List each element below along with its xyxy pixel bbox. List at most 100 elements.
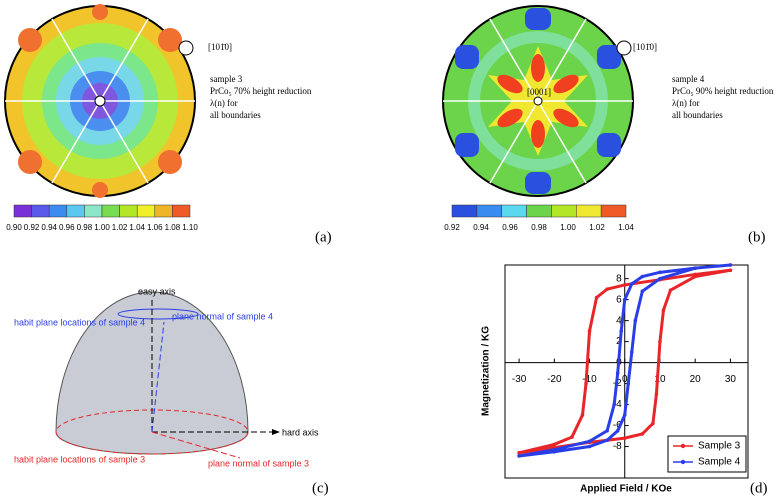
data-point — [622, 297, 627, 302]
data-point — [584, 381, 588, 386]
legend-label: Sample 3 — [698, 441, 741, 452]
data-point — [640, 289, 645, 294]
data-point — [615, 371, 620, 375]
material-label: PrCo₅ 70% height reduction — [210, 86, 312, 96]
data-point — [605, 287, 609, 291]
colorbar-swatch — [31, 204, 50, 218]
diagram-label: easy axis — [138, 286, 176, 296]
data-point — [622, 283, 627, 287]
legend-swatch — [680, 443, 686, 449]
colorbar-swatch — [451, 204, 478, 218]
pole-label: [101̄0] — [633, 42, 657, 52]
data-point — [619, 329, 624, 333]
diagram-label: plane normal of sample 3 — [208, 458, 309, 468]
data-point — [552, 442, 557, 447]
data-point — [552, 449, 557, 454]
data-point — [612, 402, 616, 407]
panel-label: (c) — [312, 480, 329, 496]
data-point — [658, 270, 662, 275]
center-label: [0001] — [527, 87, 551, 97]
data-point — [626, 381, 631, 386]
colorbar-swatch — [119, 204, 138, 218]
colorbar-label: 1.02 — [589, 223, 605, 232]
colorbar-label: 0.94 — [473, 223, 489, 232]
data-point — [728, 263, 733, 267]
colorbar-b: 0.92 0.94 0.96 0.98 1.00 1.02 1.04 — [444, 204, 634, 232]
data-point — [517, 451, 521, 455]
y-tick-label: -8 — [613, 441, 622, 452]
y-tick-label: 4 — [616, 315, 622, 326]
y-tick-label: -6 — [613, 420, 622, 431]
colorbar-label: 1.08 — [165, 223, 181, 232]
hemisphere-diagram — [55, 291, 280, 459]
panel-label: (b) — [748, 229, 766, 245]
y-tick-label: -4 — [613, 399, 622, 410]
colorbar-label: 1.10 — [182, 223, 198, 232]
colorbar-swatch — [476, 204, 502, 218]
colorbar-swatch — [13, 204, 32, 218]
diagram-label: habit plane locations of sample 4 — [14, 317, 145, 327]
diagram-label: habit plane locations of sample 3 — [14, 454, 145, 464]
y-tick-label: 8 — [616, 273, 622, 284]
colorbar-swatch — [66, 204, 85, 218]
data-point — [587, 444, 592, 449]
legend-swatch — [680, 459, 686, 465]
pole-figure-b — [442, 5, 634, 197]
x-tick-label: 30 — [725, 374, 737, 385]
colorbar-swatch — [172, 204, 191, 218]
colorbar-swatch — [600, 204, 627, 218]
data-point — [594, 295, 599, 300]
colorbar-label: 0.90 — [6, 223, 22, 232]
data-point — [629, 282, 634, 286]
y-tick-label: 6 — [616, 294, 622, 305]
x-tick-label: -10 — [582, 374, 597, 385]
y-axis-label: Magnetization / KG — [481, 326, 492, 416]
sample-label: sample 4 — [672, 74, 705, 84]
colorbar-swatch — [136, 204, 156, 218]
data-point — [622, 413, 627, 417]
diagram-label: plane normal of sample 4 — [172, 311, 273, 321]
data-point — [658, 276, 662, 281]
quantity-label: λ(n) for — [210, 98, 238, 108]
data-point — [661, 308, 666, 312]
legend-box — [667, 435, 747, 473]
colorbar-label: 0.92 — [444, 223, 460, 232]
x-tick-label: -20 — [547, 374, 562, 385]
colorbar-swatch — [101, 204, 120, 218]
material-label: PrCo₅ 90% height reduction — [672, 86, 774, 96]
data-point — [605, 438, 609, 443]
colorbar-label: 1.00 — [94, 223, 110, 232]
colorbar-label: 1.02 — [112, 223, 128, 232]
data-point — [580, 413, 585, 417]
colorbar-label: 0.96 — [502, 223, 518, 232]
colorbar-swatch — [526, 204, 552, 218]
data-point — [615, 428, 620, 433]
data-point — [517, 454, 521, 458]
pole-figure-a — [4, 4, 196, 198]
colorbar-label: 0.96 — [59, 223, 75, 232]
colorbar-swatch — [154, 204, 173, 218]
colorbar-label: 0.98 — [531, 223, 547, 232]
colorbar-label: 0.92 — [24, 223, 40, 232]
colorbar-label: 1.04 — [618, 223, 634, 232]
colorbar-swatch — [576, 204, 602, 218]
x-axis-label: Applied Field / KOe — [580, 484, 672, 495]
x-tick-label: -30 — [512, 374, 527, 385]
colorbar-label: 1.06 — [147, 223, 163, 232]
colorbar-a: 0.90 0.92 0.94 0.96 0.98 1.00 1.02 1.04 1.06 1.08… — [6, 204, 198, 232]
colorbar-swatch — [501, 204, 527, 218]
panel-label: (d) — [750, 480, 768, 496]
data-point — [570, 435, 574, 439]
panel-label: (a) — [315, 229, 332, 245]
data-point — [651, 421, 655, 426]
colorbar-label: 1.04 — [129, 223, 145, 232]
quantity-label: λ(n) for — [672, 98, 700, 108]
scope-label: all boundaries — [672, 110, 723, 120]
data-point — [728, 268, 733, 273]
data-point — [693, 274, 697, 279]
data-point — [633, 318, 638, 323]
data-point — [587, 439, 592, 444]
diagram-label: hard axis — [282, 427, 319, 437]
